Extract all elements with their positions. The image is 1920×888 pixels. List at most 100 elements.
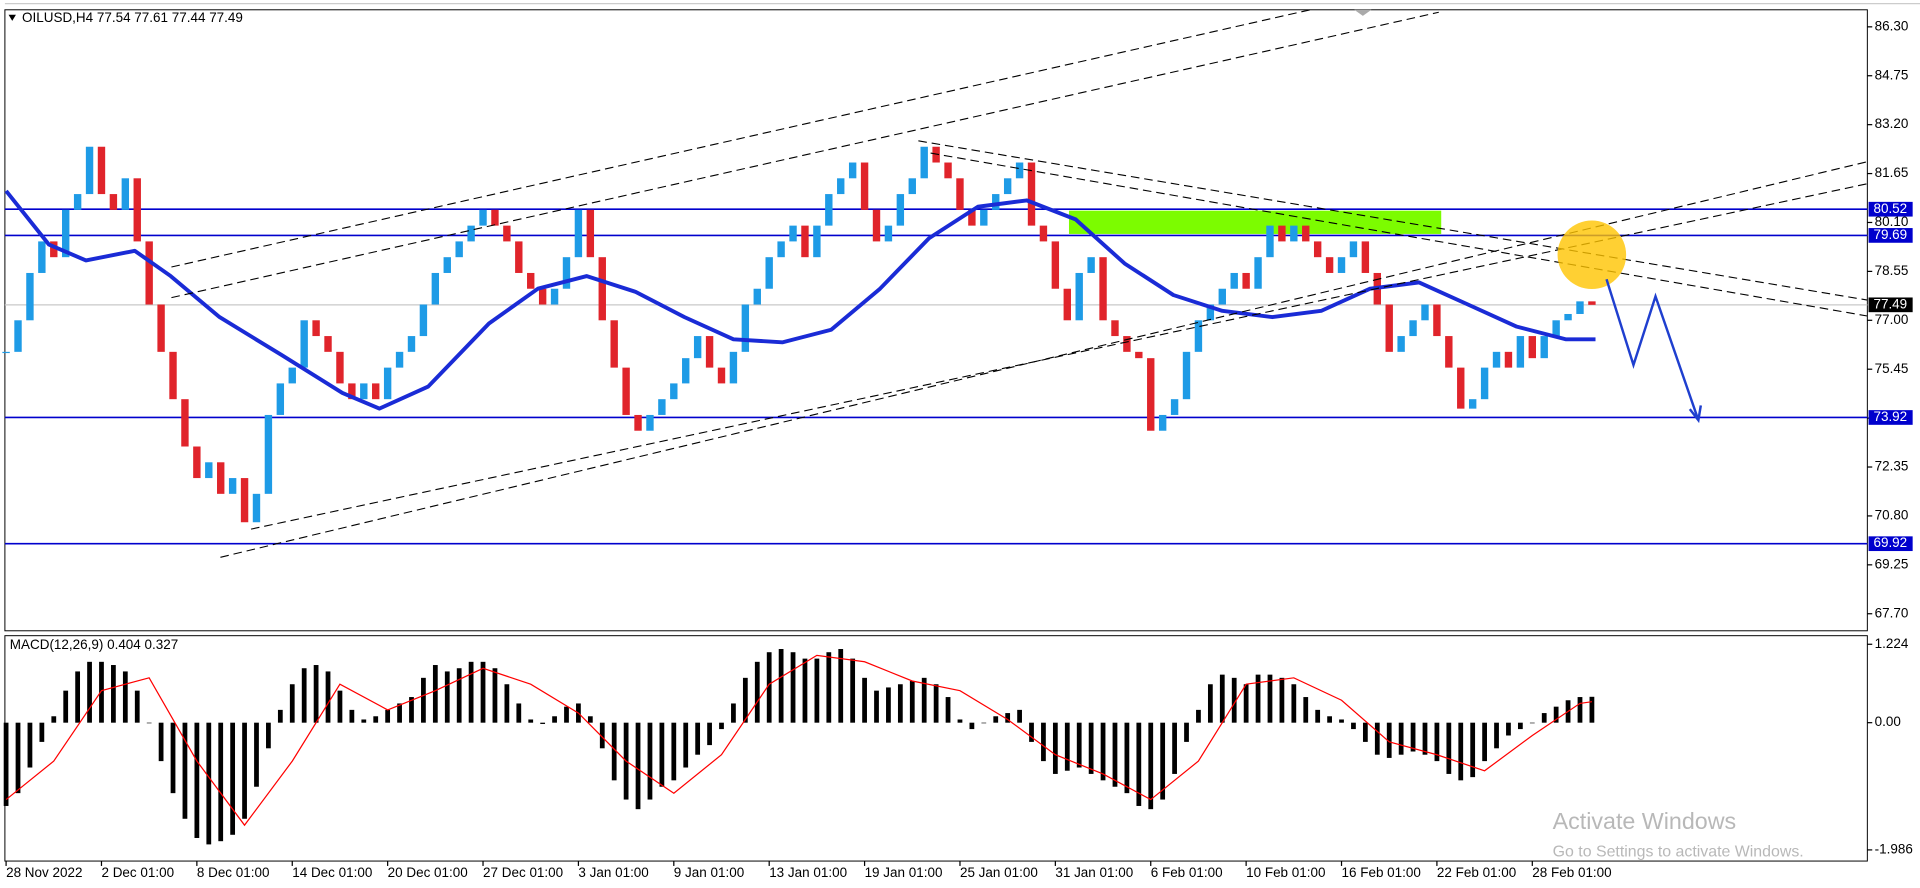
macd-bar [945,697,951,723]
level-label-box [1868,201,1913,217]
candle [860,162,869,210]
y-tick-label: 72.35 [1875,459,1909,474]
macd-bar [1434,722,1440,762]
candle [550,288,559,305]
macd-bar [1458,722,1464,781]
macd-bar [874,690,879,723]
candle [837,178,845,195]
macd-bar [39,722,45,742]
candle [586,209,595,258]
candle [813,225,821,258]
y-tick-label: 77.00 [1875,312,1909,327]
macd-bar [1196,709,1201,723]
macd-bar [99,661,104,723]
candle [1075,272,1083,321]
candle [1349,241,1358,258]
candle [133,178,141,242]
macd-bar [1446,722,1452,774]
macd-bar [683,722,689,768]
macd-bar [254,722,259,787]
macd-bar [1279,677,1285,723]
candle [1206,304,1215,321]
y-tick-label: -1.986 [1875,841,1913,856]
macd-bar [1136,722,1142,806]
candle [324,336,332,352]
macd-bar [170,722,176,794]
y-tick-label: 86.30 [1875,18,1909,33]
macd-bar [826,652,832,723]
candle [336,351,344,384]
candle [1051,241,1060,289]
candle [1158,414,1167,431]
macd-title: MACD(12,26,9) 0.404 0.327 [10,637,178,652]
macd-bar [3,722,9,806]
macd-bar [194,722,200,838]
y-tick-label: 69.25 [1875,556,1909,571]
candle [1516,336,1525,368]
candle [38,241,46,273]
candle [527,272,535,289]
x-tick-label: 6 Feb 01:00 [1151,865,1223,880]
candle [1254,257,1262,289]
candle [1337,257,1346,273]
macd-bar [27,722,33,768]
candle [789,225,797,242]
candle [956,178,964,210]
candle [14,320,22,352]
candle [193,446,201,479]
candle [264,414,273,494]
x-tick-label: 31 Jan 01:00 [1055,865,1133,880]
macd-bar [886,687,891,723]
macd-bar [814,658,820,723]
macd-bar [444,671,450,723]
last-price-box [1868,297,1913,313]
macd-bar [659,722,665,787]
candle [26,272,34,321]
candle [1170,399,1179,415]
candle [205,462,213,479]
macd-bar [731,703,736,723]
macd-bar [587,716,593,723]
pane-menu[interactable] [8,14,16,21]
level-label: 79.69 [1873,227,1907,242]
x-tick-label: 13 Jan 01:00 [769,865,847,880]
x-tick-label: 28 Nov 2022 [6,865,82,880]
x-tick-label: 2 Dec 01:00 [101,865,174,880]
macd-bar [349,709,355,723]
candle [1576,301,1584,314]
candle [312,320,320,337]
y-tick-label: 67.70 [1875,605,1909,620]
macd-bar [15,722,21,794]
candle [1564,313,1572,321]
macd-bar [1052,722,1058,774]
macd-bar [1017,709,1022,723]
macd-bar [969,722,975,730]
candle [419,304,428,337]
macd-bar [719,722,724,730]
candle [1588,301,1596,305]
candle [896,194,905,226]
macd-bar [63,690,69,723]
candle [1063,288,1071,321]
supply-zone [1068,210,1442,234]
y-tick-label: 78.55 [1875,263,1909,278]
candle [1218,288,1226,305]
y-tick-label: 84.75 [1875,67,1909,82]
macd-bar [206,722,212,845]
macd-bar [1219,674,1225,723]
candle [1397,336,1405,352]
candle [777,241,785,258]
candle [395,351,404,368]
macd-bar [897,684,903,723]
level-label: 69.92 [1873,535,1907,550]
macd-bar [289,684,295,723]
macd-bar [1470,722,1476,778]
candle [825,194,833,226]
macd-bar [421,677,426,723]
candle [980,209,988,226]
candle [1552,320,1560,337]
candle [85,146,94,195]
x-tick-label: 25 Jan 01:00 [960,865,1038,880]
